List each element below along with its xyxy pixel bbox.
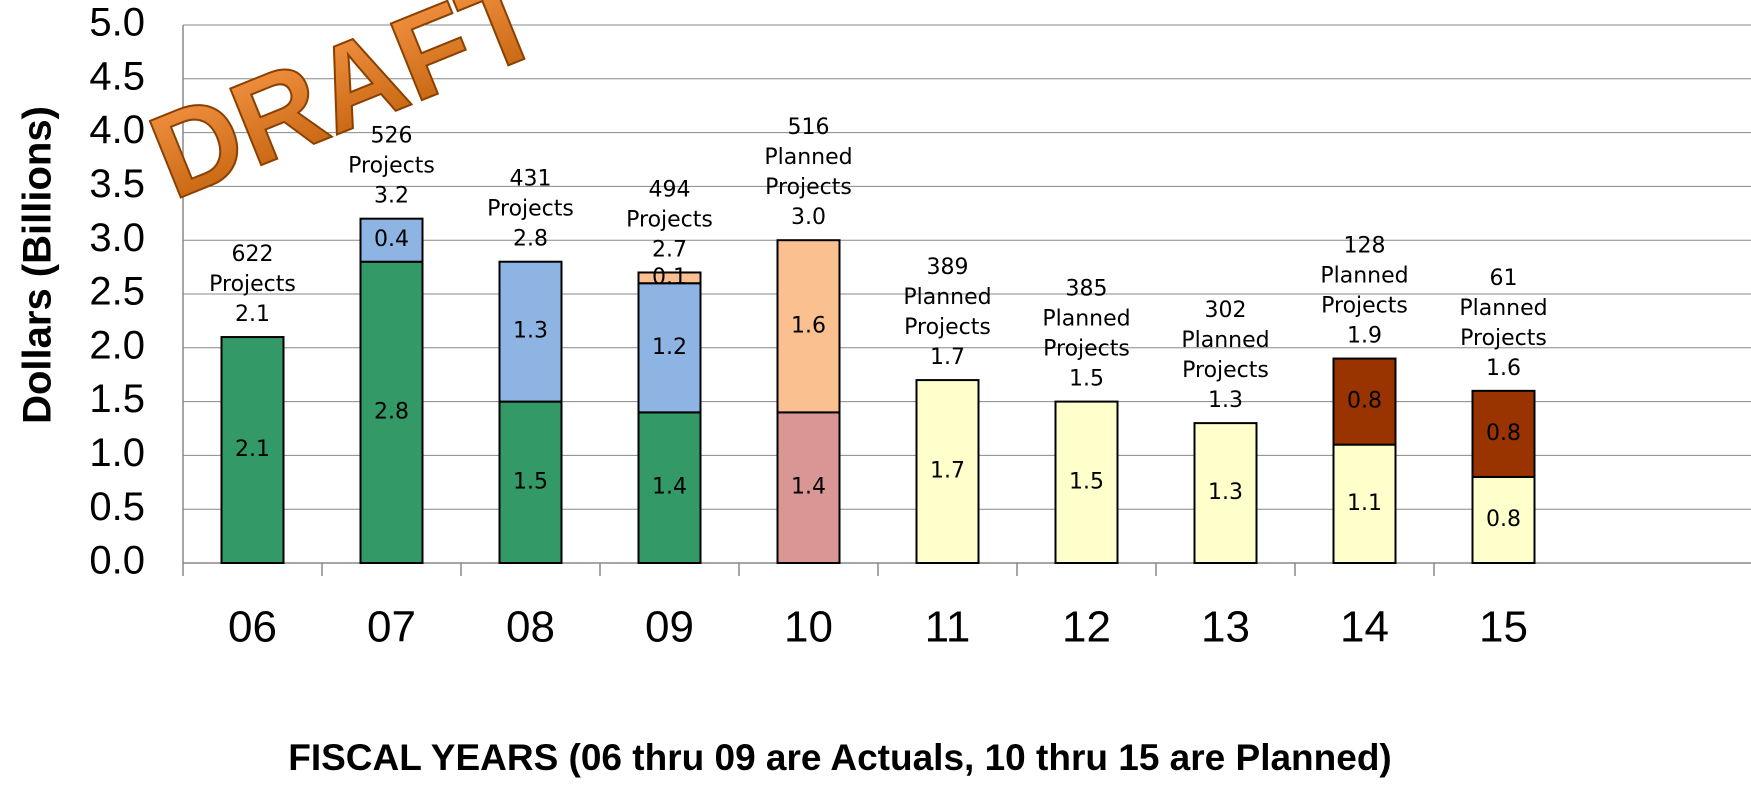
y-tick-label: 3.5 — [89, 162, 145, 206]
segment-label: 1.1 — [1347, 491, 1382, 516]
y-tick-label: 1.0 — [89, 431, 145, 475]
total-label: 1.7 — [930, 345, 965, 370]
annotation: 385 — [1066, 277, 1108, 302]
annotation: Projects — [209, 272, 296, 297]
annotation: Planned — [1320, 264, 1408, 289]
y-tick-label: 1.5 — [89, 377, 145, 421]
segment-label: 0.4 — [374, 227, 409, 252]
chart: Dollars (Billions) FISCAL YEARS (06 thru… — [0, 0, 1751, 811]
annotation: Planned — [1042, 307, 1130, 332]
y-tick-label: 4.5 — [89, 54, 145, 98]
annotation: Planned — [1181, 328, 1269, 353]
x-tick-label: 10 — [784, 603, 833, 652]
y-tick-label: 5.0 — [89, 1, 145, 45]
annotation: 431 — [510, 167, 552, 192]
segment-label: 1.6 — [791, 313, 826, 338]
total-label: 3.0 — [791, 205, 826, 230]
annotation: Projects — [765, 175, 852, 200]
total-label: 1.6 — [1486, 356, 1521, 381]
segment-label: 1.5 — [513, 469, 548, 494]
segment-label: 1.4 — [652, 475, 687, 500]
y-axis-title: Dollars (Billions) — [16, 106, 60, 424]
annotation: 128 — [1344, 234, 1386, 259]
y-tick-label: 0.5 — [89, 485, 145, 529]
segment-label: 1.4 — [791, 475, 826, 500]
segment-label: 1.7 — [930, 459, 965, 484]
x-tick-label: 14 — [1340, 603, 1389, 652]
y-tick-label: 3.0 — [89, 216, 145, 260]
x-axis-title: FISCAL YEARS (06 thru 09 are Actuals, 10… — [288, 737, 1392, 778]
x-tick-label: 09 — [645, 603, 694, 652]
total-label: 1.5 — [1069, 367, 1104, 392]
annotation: 516 — [788, 115, 830, 140]
segment-label: 1.3 — [513, 319, 548, 344]
total-label: 2.7 — [652, 237, 687, 262]
x-tick-label: 08 — [506, 603, 555, 652]
annotation: Projects — [1460, 326, 1547, 351]
x-tick-label: 06 — [228, 603, 277, 652]
annotation: 622 — [232, 242, 274, 267]
total-label: 2.1 — [235, 302, 270, 327]
segment-label: 2.1 — [235, 437, 270, 462]
annotation: Planned — [764, 145, 852, 170]
x-tick-label: 15 — [1479, 603, 1528, 652]
segment-label: 1.2 — [652, 335, 687, 360]
annotation: Projects — [1321, 294, 1408, 319]
total-label: 1.9 — [1347, 324, 1382, 349]
page: Dollars (Billions) FISCAL YEARS (06 thru… — [0, 0, 1751, 811]
segment-label: 0.8 — [1486, 507, 1521, 532]
annotation: Projects — [1182, 358, 1269, 383]
total-label: 3.2 — [374, 184, 409, 209]
annotation: Projects — [626, 207, 713, 232]
x-tick-label: 11 — [925, 603, 971, 652]
x-tick-label: 07 — [367, 603, 416, 652]
y-tick-label: 2.0 — [89, 323, 145, 367]
annotation: 302 — [1205, 298, 1247, 323]
annotation: Planned — [1459, 296, 1547, 321]
segment-label: 1.3 — [1208, 480, 1243, 505]
segment-label: 2.8 — [374, 399, 409, 424]
annotation: Projects — [904, 315, 991, 340]
annotation: 494 — [649, 177, 691, 202]
y-tick-label: 4.0 — [89, 108, 145, 152]
x-tick-label: 13 — [1201, 603, 1250, 652]
total-label: 1.3 — [1208, 388, 1243, 413]
total-label: 2.8 — [513, 227, 548, 252]
annotation: Projects — [487, 197, 574, 222]
segment-label: 0.1 — [652, 265, 687, 290]
annotation: Planned — [903, 285, 991, 310]
annotation: 61 — [1490, 266, 1518, 291]
annotation: 389 — [927, 255, 969, 280]
annotation: Projects — [1043, 337, 1130, 362]
segment-label: 1.5 — [1069, 469, 1104, 494]
watermark: DRAFT — [133, 0, 560, 225]
y-tick-label: 0.0 — [89, 539, 145, 583]
annotation: Projects — [348, 154, 435, 179]
segment-label: 0.8 — [1486, 421, 1521, 446]
x-tick-label: 12 — [1062, 603, 1111, 652]
segment-label: 0.8 — [1347, 389, 1382, 414]
y-tick-label: 2.5 — [89, 270, 145, 314]
